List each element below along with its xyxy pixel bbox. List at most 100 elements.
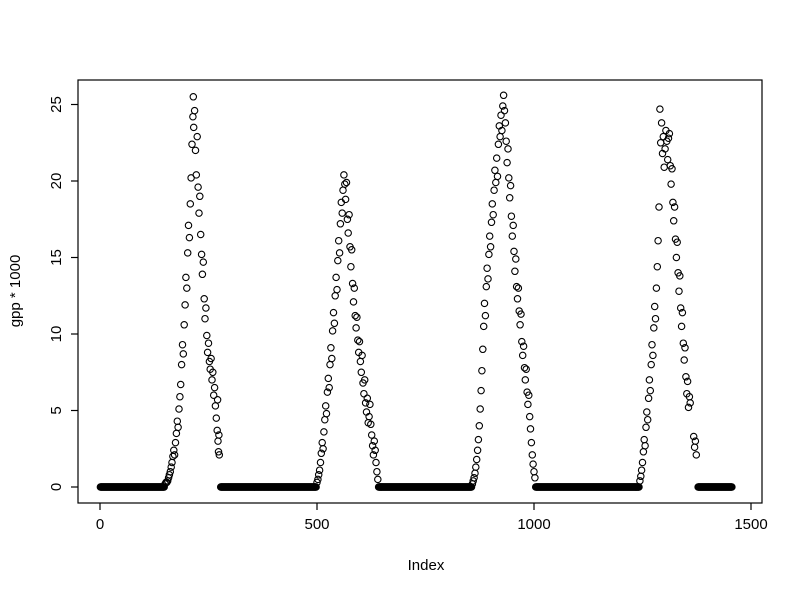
data-point bbox=[336, 220, 345, 228]
x-tick-label: 0 bbox=[96, 516, 104, 533]
data-point bbox=[518, 351, 527, 360]
data-point bbox=[496, 132, 504, 141]
data-point bbox=[361, 399, 370, 407]
data-point bbox=[692, 451, 701, 459]
data-point bbox=[173, 417, 182, 425]
data-point bbox=[331, 292, 339, 300]
data-point bbox=[186, 200, 195, 208]
data-point bbox=[370, 437, 379, 445]
data-point bbox=[174, 423, 182, 432]
data-point bbox=[358, 351, 366, 360]
data-point bbox=[184, 221, 193, 230]
data-point bbox=[673, 238, 681, 246]
x-tick-label: 500 bbox=[304, 516, 329, 533]
x-axis: 0 500 1000 1500 bbox=[96, 503, 768, 533]
data-point bbox=[516, 321, 524, 329]
data-point bbox=[327, 344, 335, 352]
data-point bbox=[341, 195, 350, 204]
data-point bbox=[480, 299, 489, 308]
data-point bbox=[203, 331, 211, 340]
data-point bbox=[493, 172, 502, 181]
data-point bbox=[196, 230, 205, 239]
data-point bbox=[656, 105, 664, 113]
data-point bbox=[640, 435, 648, 444]
data-point bbox=[367, 420, 375, 429]
data-point bbox=[350, 284, 359, 292]
data-point bbox=[676, 304, 685, 312]
data-point bbox=[181, 301, 189, 309]
data-point bbox=[198, 270, 207, 279]
data-point bbox=[506, 181, 515, 190]
data-point bbox=[163, 478, 171, 487]
data-point bbox=[663, 155, 672, 164]
data-point bbox=[199, 258, 208, 266]
data-point bbox=[512, 255, 520, 263]
data-point bbox=[182, 273, 190, 282]
data-point bbox=[471, 469, 479, 477]
data-point bbox=[669, 217, 678, 225]
data-point bbox=[170, 446, 178, 455]
data-point bbox=[507, 212, 516, 220]
data-point bbox=[328, 354, 336, 363]
data-point bbox=[653, 262, 662, 271]
data-point bbox=[522, 365, 530, 373]
data-point bbox=[654, 236, 662, 245]
data-point bbox=[351, 311, 359, 320]
data-point bbox=[334, 256, 342, 265]
data-point bbox=[675, 287, 683, 295]
data-point bbox=[484, 275, 492, 283]
data-point bbox=[328, 327, 337, 335]
data-point bbox=[643, 408, 651, 416]
data-point bbox=[505, 194, 514, 202]
data-point bbox=[354, 336, 362, 344]
data-point bbox=[213, 396, 222, 404]
data-point bbox=[365, 412, 373, 421]
data-point bbox=[676, 272, 684, 280]
data-point bbox=[670, 203, 679, 211]
data-point bbox=[211, 402, 220, 410]
data-point bbox=[322, 409, 331, 418]
data-point bbox=[209, 368, 217, 377]
data-point bbox=[315, 466, 324, 474]
data-point bbox=[527, 438, 536, 447]
data-point bbox=[691, 437, 700, 445]
data-point bbox=[645, 376, 654, 384]
data-point bbox=[167, 463, 175, 471]
data-point bbox=[492, 154, 501, 162]
data-point bbox=[369, 451, 378, 459]
data-point bbox=[728, 483, 736, 491]
data-point bbox=[195, 209, 203, 217]
data-point bbox=[193, 132, 201, 141]
data-point bbox=[518, 337, 526, 346]
data-point bbox=[531, 474, 539, 482]
data-point bbox=[520, 363, 529, 372]
data-point bbox=[497, 111, 505, 119]
data-point bbox=[473, 446, 482, 455]
data-point bbox=[472, 463, 480, 471]
data-point bbox=[313, 478, 321, 487]
data-point bbox=[525, 412, 534, 421]
data-point bbox=[335, 249, 344, 257]
data-point bbox=[215, 431, 223, 439]
data-point bbox=[476, 405, 484, 413]
data-point bbox=[324, 374, 333, 383]
data-point bbox=[648, 340, 656, 349]
data-point bbox=[357, 368, 366, 377]
data-point bbox=[481, 311, 490, 320]
data-point bbox=[178, 340, 187, 349]
data-point bbox=[529, 460, 537, 468]
data-point bbox=[212, 414, 221, 422]
data-point bbox=[470, 474, 478, 482]
data-point bbox=[668, 165, 676, 173]
data-point bbox=[661, 145, 669, 153]
y-tick-label: 0 bbox=[48, 483, 65, 491]
data-point bbox=[504, 145, 512, 153]
data-point bbox=[482, 282, 491, 291]
data-point bbox=[215, 451, 224, 459]
data-point bbox=[176, 380, 185, 389]
data-point bbox=[652, 284, 661, 292]
data-point bbox=[521, 376, 530, 384]
data-point bbox=[636, 477, 644, 485]
